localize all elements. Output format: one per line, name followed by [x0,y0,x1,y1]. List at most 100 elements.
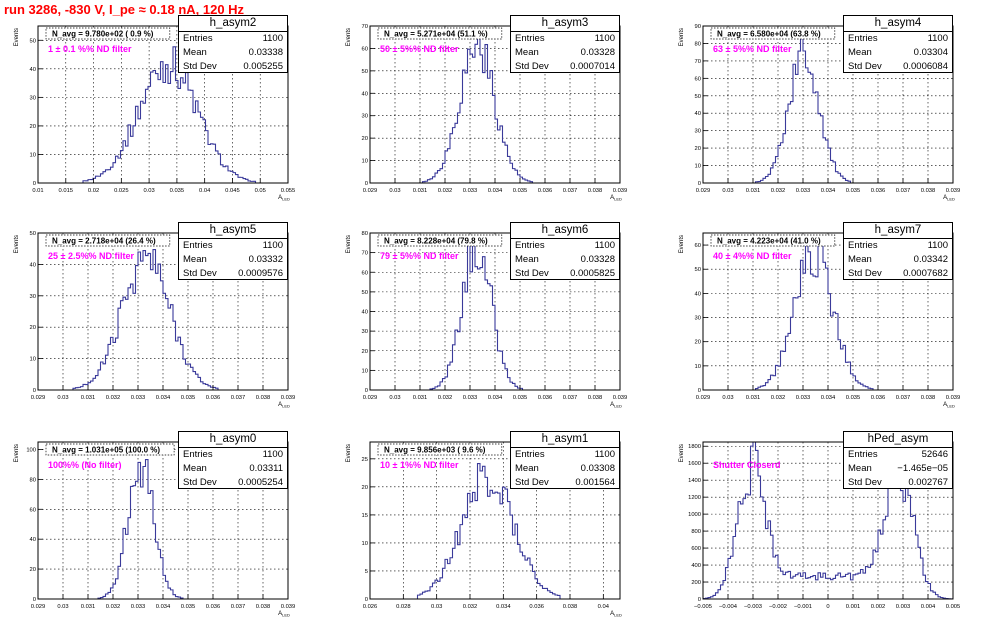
y-tick-label: 50 [30,38,36,44]
stats-box-h_asym3: h_asym3 Entries 1100 Mean 0.03328 Std Dev 0.00… [510,15,620,73]
navg-label-box [710,234,836,247]
stats-label: Entries [183,33,213,44]
stats-value: 1100 [594,449,615,460]
x-tick-label: 0.03 [431,604,442,610]
stats-box-h_asym0: h_asym0 Entries 1100 Mean 0.03311 Std Dev 0.00… [178,431,288,489]
stats-value: 0.03342 [913,254,948,265]
y-tick-label: 0 [33,181,36,187]
y-tick-label: 80 [30,477,36,483]
x-tick-label: 0.039 [281,395,296,401]
stats-row-mean: Mean 0.03342 [844,253,952,267]
x-tick-label: 0.029 [31,604,46,610]
x-tick-label: 0.035 [513,395,528,401]
navg-label-box [45,234,171,247]
stats-label: Entries [515,449,545,460]
y-tick-label: 30 [30,294,36,300]
stats-row-std: Std Dev 0.0009576 [179,267,287,281]
x-tick-label: 0.035 [846,395,861,401]
y-tick-label: 10 [362,368,368,374]
x-tick-label: 0.035 [181,395,196,401]
y-tick-label: 0 [365,181,368,187]
navg-label-box [45,443,175,456]
x-tick-label: 0.04 [598,604,610,610]
y-tick-label: 0 [698,388,701,394]
histogram-series-hPed_asym [703,441,953,600]
stats-label: Std Dev [515,477,549,488]
y-tick-label: 25 [362,457,368,463]
y-axis-title: Events [14,28,20,46]
x-tick-label: 0.001 [846,604,861,610]
y-tick-label: 800 [691,529,701,535]
stats-row-entries: Entries 52646 [844,448,952,462]
stats-label: Std Dev [848,477,882,488]
histogram-name: h_asym3 [511,16,619,32]
stats-value: 1100 [262,449,283,460]
x-tick-label: 0.031 [746,188,761,194]
navg-label: N_avg = 8.228e+04 (79.8 %) [384,237,488,246]
y-tick-label: 10 [695,164,701,170]
x-axis-title: ALED [610,402,622,409]
x-tick-label: 0.036 [538,188,553,194]
stats-row-entries: Entries 1100 [511,32,619,46]
x-tick-label: 0.031 [746,395,761,401]
stats-value: 0.0007014 [570,61,615,72]
histogram-series-h_asym1 [370,462,620,600]
stats-row-entries: Entries 1100 [844,32,952,46]
stats-label: Std Dev [515,268,549,279]
x-tick-label: 0.031 [81,395,96,401]
stats-label: Entries [183,449,213,460]
x-tick-label: 0.034 [496,604,511,610]
y-tick-label: 1200 [688,495,701,501]
y-tick-label: 10 [30,357,36,363]
x-tick-label: 0.029 [696,395,711,401]
x-tick-label: 0.036 [206,395,221,401]
x-tick-label: 0.034 [156,604,171,610]
filter-annotation: 50 ± 5%% ND filter [380,44,459,54]
x-tick-label: −0.005 [694,604,712,610]
x-tick-label: 0.032 [106,395,121,401]
stats-value: 0.03328 [580,254,615,265]
stats-value: 0.03304 [913,47,948,58]
x-tick-label: 0.029 [31,395,46,401]
x-tick-label: 0.035 [181,604,196,610]
y-tick-label: 40 [30,537,36,543]
x-tick-label: 0.033 [131,395,146,401]
stats-label: Entries [848,240,878,251]
y-axis-title: Events [346,28,352,46]
stats-value: 0.03338 [248,47,283,58]
stats-label: Mean [183,47,207,58]
histogram-name: h_asym7 [844,223,952,239]
y-tick-label: 60 [695,76,701,82]
x-tick-label: −0.002 [769,604,787,610]
x-tick-label: 0.025 [114,188,129,194]
filter-annotation: 40 ± 4%% ND filter [713,251,792,261]
x-tick-label: 0.038 [921,395,936,401]
stats-row-entries: Entries 1100 [844,239,952,253]
stats-label: Std Dev [848,61,882,72]
histogram-name: h_asym2 [179,16,287,32]
stats-value: 0.0006084 [903,61,948,72]
stats-box-h_asym7: h_asym7 Entries 1100 Mean 0.03342 Std Dev 0.00… [843,222,953,280]
histogram-panel-h_asym7: 0.029 0.03 0.031 0.032 0.033 0.034 0.035 0.036 0… [679,232,960,409]
x-tick-label: 0.036 [206,604,221,610]
run-title: run 3286, -830 V, I_pe ≈ 0.18 nA, 120 Hz [4,2,245,17]
x-tick-label: 0.032 [463,604,478,610]
stats-value: 0.001564 [575,477,615,488]
y-tick-label: 10 [30,152,36,158]
y-axis-title: Events [679,444,685,462]
x-tick-label: 0.03 [722,188,733,194]
stats-value: 0.005255 [243,61,283,72]
x-tick-label: 0.028 [396,604,411,610]
stats-value: 0.002767 [908,477,948,488]
stats-value: 1100 [262,240,283,251]
x-tick-label: 0.031 [413,188,428,194]
y-tick-label: 40 [362,91,368,97]
plot-frame [369,441,621,600]
x-tick-label: 0.034 [488,188,503,194]
y-tick-label: 30 [695,316,701,322]
stats-row-std: Std Dev 0.005255 [179,60,287,74]
y-tick-label: 50 [362,69,368,75]
y-tick-label: 50 [30,231,36,237]
stats-row-mean: Mean 0.03304 [844,46,952,60]
